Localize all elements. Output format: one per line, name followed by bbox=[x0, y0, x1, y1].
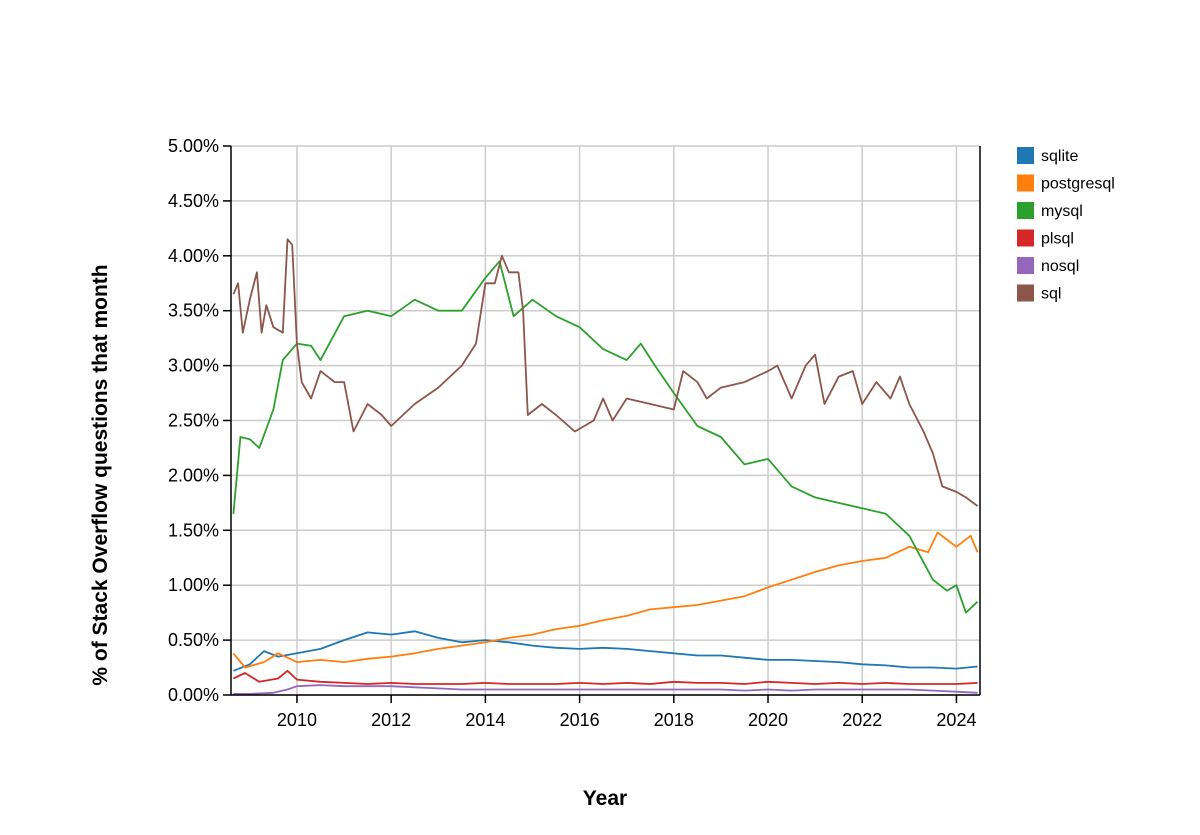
y-tick-label: 2.50% bbox=[168, 411, 219, 431]
series-line-nosql bbox=[233, 684, 978, 695]
x-tick-label: 2014 bbox=[465, 710, 505, 730]
legend-label-nosql: nosql bbox=[1041, 258, 1079, 275]
legend-label-sql: sql bbox=[1041, 286, 1061, 303]
legend-swatch-sql bbox=[1017, 284, 1034, 302]
y-tick-label: 0.50% bbox=[168, 630, 219, 650]
series-lines bbox=[232, 238, 979, 695]
legend-swatch-sqlite bbox=[1017, 147, 1034, 164]
x-tick-label: 2022 bbox=[842, 710, 882, 730]
legend-swatch-nosql bbox=[1017, 257, 1034, 274]
x-tick-label: 2012 bbox=[371, 710, 411, 730]
y-tick-label: 1.50% bbox=[168, 520, 219, 540]
series-line-sql bbox=[232, 238, 979, 507]
y-axis-ticks: 0.00% 0.50% 1.00% 1.50% 2.00% 2.50% 3.00% 3.50%… bbox=[168, 136, 231, 705]
y-tick-label: 2.00% bbox=[168, 465, 219, 485]
legend-swatch-mysql bbox=[1017, 202, 1034, 219]
x-axis-ticks: 2010 2012 2014 2016 2018 2020 2022 2024 bbox=[277, 695, 976, 730]
series-line-postgresql bbox=[232, 531, 979, 669]
legend-swatch-plsql bbox=[1017, 229, 1034, 247]
x-tick-label: 2020 bbox=[748, 710, 788, 730]
y-tick-label: 4.00% bbox=[168, 246, 219, 266]
x-tick-label: 2016 bbox=[560, 710, 600, 730]
series-line-plsql bbox=[233, 669, 978, 685]
legend-label-plsql: plsql bbox=[1041, 231, 1074, 248]
x-tick-label: 2024 bbox=[936, 710, 976, 730]
legend-label-mysql: mysql bbox=[1041, 203, 1083, 220]
legend-label-sqlite: sqlite bbox=[1041, 148, 1078, 165]
x-axis-title: Year bbox=[583, 787, 627, 810]
legend-swatch-postgresql bbox=[1017, 174, 1034, 192]
y-axis-title: % of Stack Overflow questions that month bbox=[89, 264, 112, 685]
legend-label-postgresql: postgresql bbox=[1041, 176, 1115, 193]
y-tick-label: 3.00% bbox=[168, 356, 219, 376]
y-tick-label: 0.00% bbox=[168, 685, 219, 705]
legend: sqlite postgresql mysql plsql nosql sql bbox=[1017, 147, 1115, 303]
y-tick-label: 4.50% bbox=[168, 191, 219, 211]
y-tick-label: 1.00% bbox=[168, 575, 219, 595]
grid bbox=[231, 145, 980, 696]
series-line-sqlite bbox=[233, 630, 978, 672]
series-line-mysql bbox=[232, 260, 979, 614]
x-tick-label: 2010 bbox=[277, 710, 317, 730]
y-tick-label: 3.50% bbox=[168, 301, 219, 321]
x-tick-label: 2018 bbox=[654, 710, 694, 730]
y-tick-label: 5.00% bbox=[168, 136, 219, 156]
